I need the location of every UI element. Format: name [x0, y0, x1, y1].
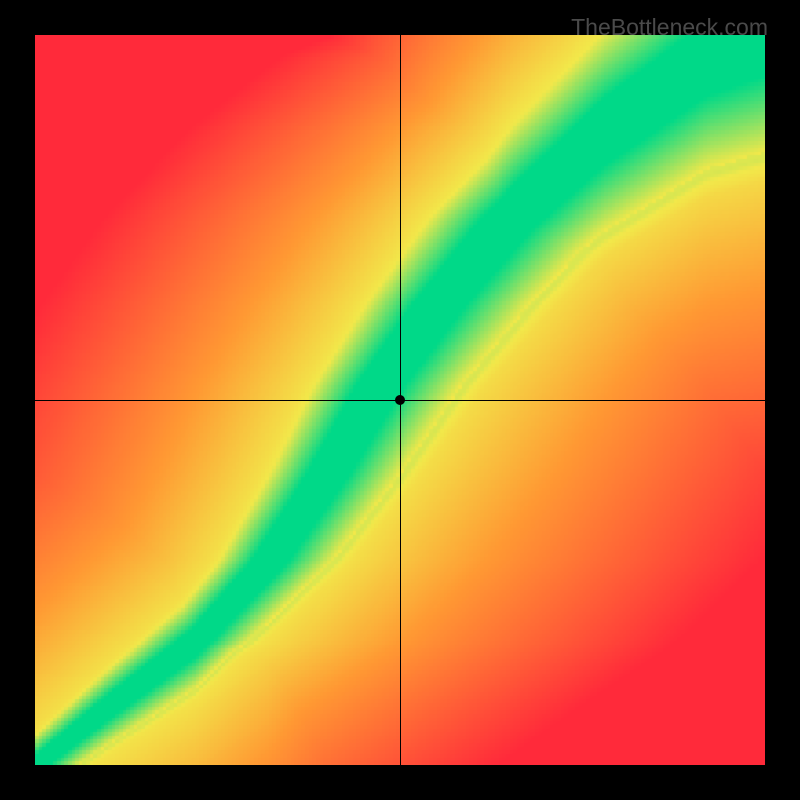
crosshair-center-dot	[395, 395, 405, 405]
chart-container: TheBottleneck.com	[0, 0, 800, 800]
watermark-text: TheBottleneck.com	[571, 14, 768, 41]
